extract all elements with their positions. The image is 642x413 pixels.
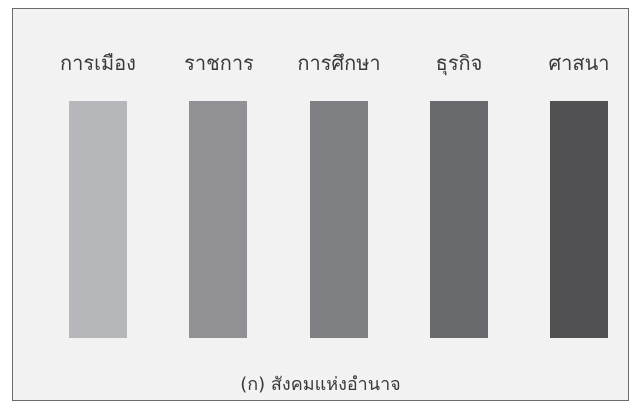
pillar-label-religion: ศาสนา bbox=[548, 51, 610, 75]
pillar-label-politics: การเมือง bbox=[60, 51, 136, 75]
pillar-education bbox=[310, 101, 368, 338]
figure-caption: (ก) สังคมแห่งอำนาจ bbox=[240, 374, 401, 395]
pillar-label-business: ธุรกิจ bbox=[435, 51, 483, 75]
diagram-panel: การเมือง ราชการ การศึกษา ธุรกิจ ศาสนา (ก… bbox=[12, 8, 629, 401]
pillar-government bbox=[189, 101, 247, 338]
pillar-label-government: ราชการ bbox=[184, 51, 254, 75]
pillar-religion bbox=[550, 101, 608, 338]
pillar-business bbox=[430, 101, 488, 338]
pillar-label-education: การศึกษา bbox=[297, 51, 381, 75]
pillar-politics bbox=[69, 101, 127, 338]
